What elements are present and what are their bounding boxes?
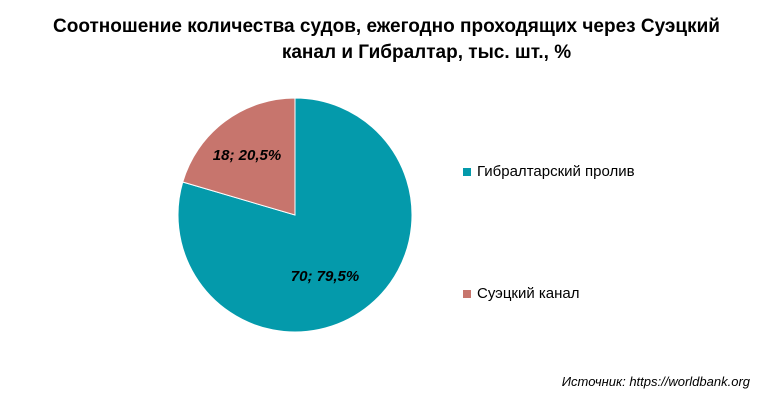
legend-item-gibraltar: Гибралтарский пролив — [463, 163, 635, 180]
pie-slice-suez — [182, 97, 296, 216]
legend-swatch-suez — [463, 289, 471, 298]
legend-item-suez: Суэцкий канал — [463, 285, 580, 302]
legend-label-suez: Суэцкий канал — [477, 285, 580, 302]
chart-title-line-1: Соотношение количества судов, ежегодно п… — [53, 16, 720, 37]
legend-swatch-gibraltar — [463, 167, 471, 176]
data-label-suez: 18; 20,5% — [213, 147, 281, 164]
data-label-gibraltar: 70; 79,5% — [291, 268, 359, 285]
chart-title: Соотношение количества судов, ежегодно п… — [0, 14, 773, 66]
pie-chart: 70; 79,5% 18; 20,5% — [177, 97, 413, 333]
chart-title-line-2: канал и Гибралтар, тыс. шт., % — [281, 42, 572, 63]
source-note: Источник: https://worldbank.org — [561, 374, 750, 389]
legend-label-gibraltar: Гибралтарский пролив — [477, 163, 635, 180]
